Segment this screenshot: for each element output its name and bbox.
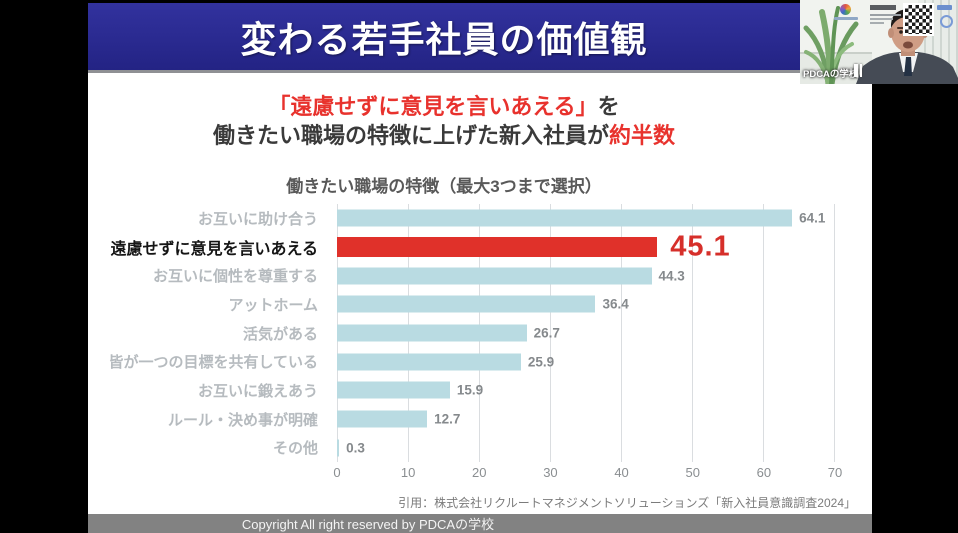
value-label: 45.1 [670, 230, 731, 263]
top-black-strip [88, 0, 800, 3]
name-card-detail-text [870, 18, 893, 20]
value-label: 64.1 [799, 210, 826, 226]
plant-decoration [803, 6, 859, 84]
sns-badge-icon [937, 5, 952, 10]
x-axis-tick: 20 [472, 465, 487, 480]
x-axis-tick: 0 [333, 465, 341, 480]
chart-row: その他 0.3 [88, 433, 872, 463]
bar-track: 25.9 [337, 347, 835, 377]
chart-row: 遠慮せずに意見を言いあえる 45.1 [88, 230, 872, 263]
chart-title: 働きたい職場の特徴（最大3つまで選択） [286, 177, 602, 196]
bar-track: 45.1 [337, 230, 835, 263]
value-label: 0.3 [346, 440, 365, 456]
bar-track: 12.7 [337, 404, 835, 434]
bar [337, 439, 340, 457]
name-card-detail-text [870, 22, 884, 24]
bar-track: 64.1 [337, 204, 835, 233]
value-label: 26.7 [533, 325, 560, 341]
subtitle-highlight-quote: 「遠慮せずに意見を言いあえる」 [268, 94, 598, 119]
value-label: 44.3 [658, 268, 685, 284]
bar-track: 36.4 [337, 290, 835, 319]
source-citation: 引用：株式会社リクルートマネジメントソリューションズ「新入社員意識調査2024」 [398, 496, 856, 510]
value-label: 12.7 [434, 411, 461, 427]
category-label: 遠慮せずに意見を言いあえる [110, 241, 318, 258]
bar-track: 15.9 [337, 376, 835, 405]
value-label: 25.9 [527, 354, 555, 370]
x-axis-tick: 30 [543, 465, 558, 480]
value-label: 15.9 [456, 382, 484, 398]
x-axis-tick: 60 [756, 465, 772, 480]
category-label: 皆が一つの目標を共有している [108, 354, 318, 372]
bar-track: 0.3 [337, 433, 835, 463]
category-label: お互いに鍛えあう [197, 382, 318, 400]
bar-chart: お互いに助け合う 64.1 遠慮せずに意見を言いあえる 45.1 お互いに個性を尊重する… [88, 204, 872, 483]
bar [337, 295, 596, 313]
subtitle-line2-main: 働きたい職場の特徴に上げた新入社員が [212, 123, 609, 149]
chart-rows: お互いに助け合う 64.1 遠慮せずに意見を言いあえる 45.1 お互いに個性を尊重する… [88, 204, 872, 463]
bar [337, 267, 652, 285]
category-label: アットホーム [228, 296, 318, 314]
bar [337, 353, 521, 371]
chart-row: お互いに個性を尊重する 44.3 [88, 261, 872, 291]
subtitle-line2-highlight: 約半数 [609, 123, 676, 149]
bar [337, 324, 527, 342]
x-axis-tick: 50 [685, 465, 700, 480]
bar [337, 209, 793, 227]
presentation-slide: 変わる若手社員の価値観 「遠慮せずに意見を言いあえる」を 働きたい職場の特徴に上… [88, 0, 872, 533]
category-label: その他 [272, 440, 318, 458]
qr-code-icon [903, 3, 934, 36]
slide-title: 変わる若手社員の価値観 [240, 18, 648, 60]
chart-row: お互いに鍛えあう 15.9 [88, 376, 872, 405]
subtitle-line1-rest: を [597, 94, 620, 119]
sns-badge-icon [940, 15, 953, 28]
copyright-text: Copyright All right reserved by PDCAの学校 [241, 517, 495, 532]
slide-header: 変わる若手社員の価値観 [88, 3, 800, 73]
chart-row: 活気がある 26.7 [88, 318, 872, 348]
bar [337, 237, 658, 257]
bar-track: 26.7 [337, 318, 835, 348]
watermark: PDCAの学校 [803, 69, 859, 80]
x-axis: 0 10 20 30 40 50 60 70 [333, 465, 842, 483]
category-label: 活気がある [242, 325, 318, 343]
x-axis-tick: 70 [827, 465, 843, 480]
name-card-detail-text [870, 14, 901, 16]
value-label: 36.4 [602, 296, 629, 312]
name-card-name-text [870, 5, 896, 10]
company-logo-icon [840, 4, 851, 15]
presenter-video-tile[interactable]: PDCAの学校 [800, 0, 958, 84]
x-axis-tick: 40 [614, 465, 629, 480]
slide-subtitle: 「遠慮せずに意見を言いあえる」を 働きたい職場の特徴に上げた新入社員が約半数 [88, 92, 800, 150]
chart-row: 皆が一つの目標を共有している 25.9 [88, 347, 872, 377]
bar [337, 381, 450, 399]
x-axis-tick: 10 [400, 465, 416, 480]
chart-row: アットホーム 36.4 [88, 290, 872, 319]
category-label: ルール・決め事が明確 [167, 411, 318, 429]
category-label: お互いに助け合う [197, 210, 318, 228]
watermark-logo-bar [860, 64, 862, 77]
category-label: お互いに個性を尊重する [152, 268, 318, 286]
bar-track: 44.3 [337, 261, 835, 291]
footer-bar: Copyright All right reserved by PDCAの学校 [88, 514, 872, 533]
chart-row: ルール・決め事が明確 12.7 [88, 404, 872, 434]
watermark-logo-bar [854, 64, 858, 77]
chart-row: お互いに助け合う 64.1 [88, 204, 872, 233]
bar [337, 410, 428, 428]
name-card-company-text [834, 17, 858, 20]
